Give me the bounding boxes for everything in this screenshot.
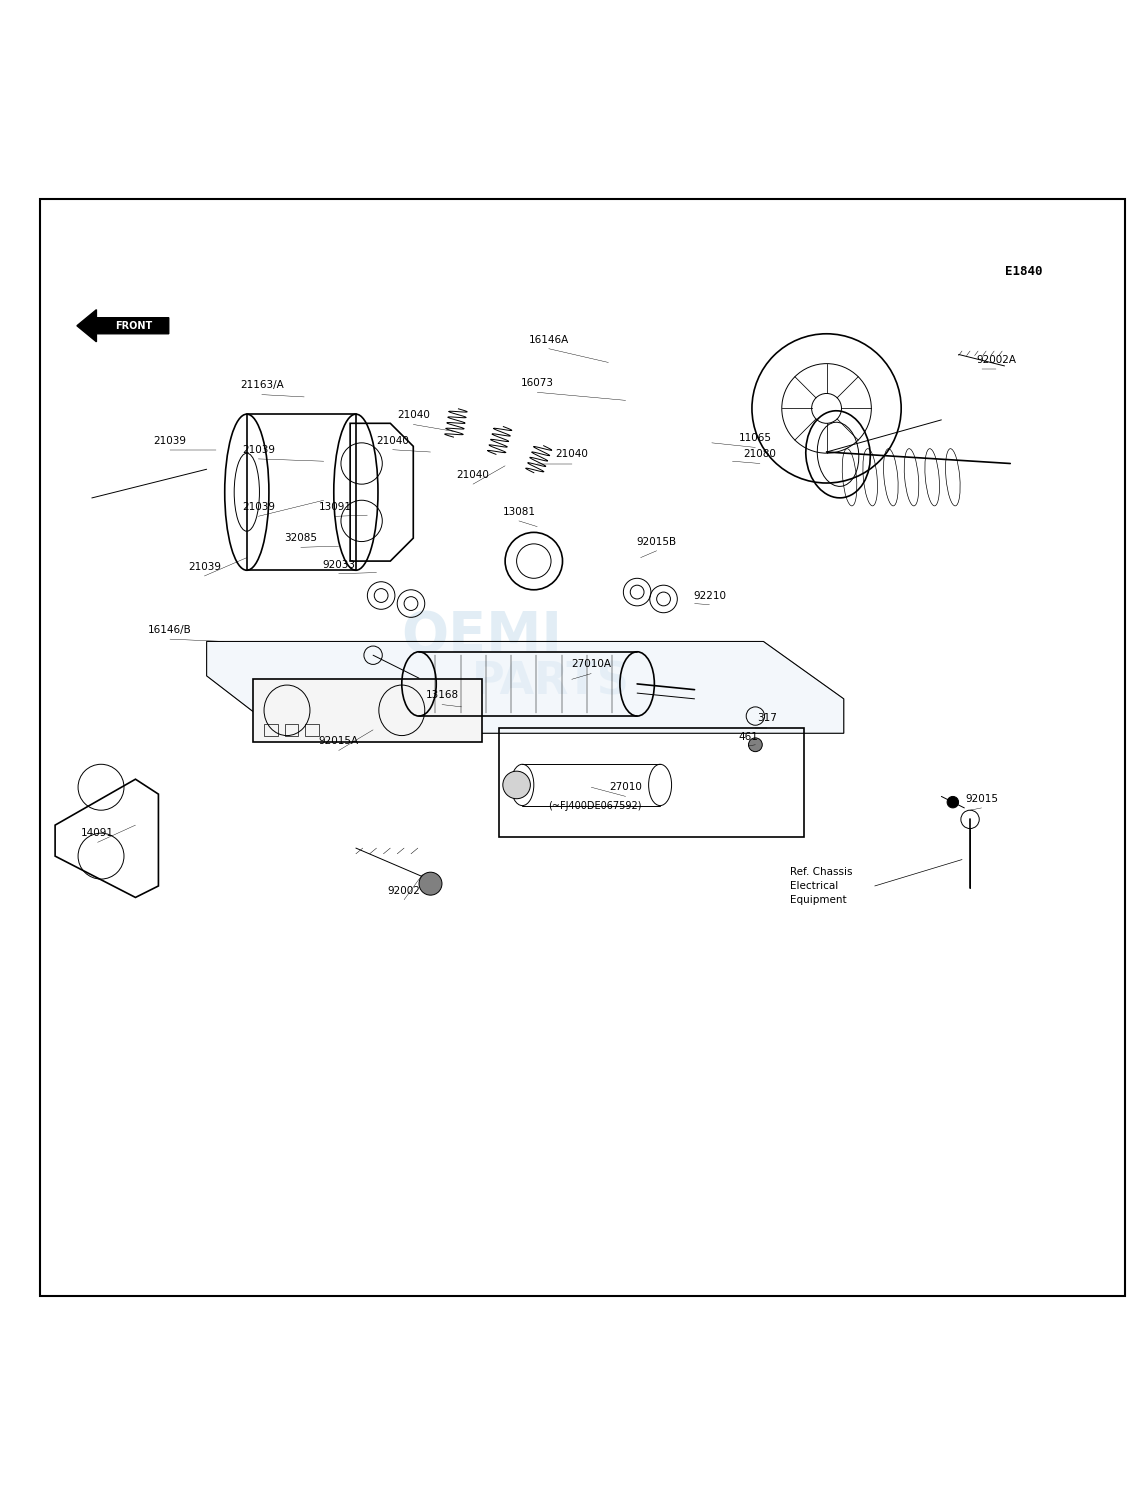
Ellipse shape — [419, 872, 442, 895]
Text: OEMI: OEMI — [402, 609, 563, 663]
Ellipse shape — [748, 738, 762, 752]
Text: 21040: 21040 — [377, 435, 409, 446]
Text: 27010A: 27010A — [572, 659, 611, 669]
Text: 16146A: 16146A — [528, 335, 569, 345]
Text: PARTS: PARTS — [472, 660, 630, 702]
Bar — [499, 728, 804, 836]
Text: 32085: 32085 — [285, 533, 317, 543]
Text: 92015B: 92015B — [637, 536, 676, 546]
Text: E1840: E1840 — [1004, 266, 1042, 278]
Text: 92210: 92210 — [693, 590, 726, 600]
Text: 21039: 21039 — [154, 435, 186, 446]
Text: 16073: 16073 — [521, 378, 553, 389]
Text: 92015: 92015 — [965, 794, 998, 803]
Text: 21040: 21040 — [556, 449, 588, 459]
Text: 11065: 11065 — [739, 434, 771, 443]
Text: 317: 317 — [757, 713, 777, 723]
Text: (~FJ400DE067592): (~FJ400DE067592) — [548, 800, 642, 811]
Ellipse shape — [812, 393, 841, 423]
Text: 21039: 21039 — [242, 503, 274, 512]
Text: 92033: 92033 — [323, 560, 355, 569]
Text: 13168: 13168 — [426, 690, 458, 701]
Ellipse shape — [503, 772, 530, 799]
Polygon shape — [77, 309, 169, 342]
Bar — [285, 723, 298, 735]
Text: 13091: 13091 — [319, 503, 351, 512]
Text: 14091: 14091 — [82, 829, 114, 838]
Text: 92015A: 92015A — [319, 737, 358, 746]
Text: 21039: 21039 — [242, 444, 274, 455]
Ellipse shape — [947, 797, 959, 808]
Text: 13081: 13081 — [503, 507, 535, 516]
Text: 21039: 21039 — [188, 561, 220, 572]
Text: 21080: 21080 — [744, 449, 776, 459]
Text: Ref. Chassis
Electrical
Equipment: Ref. Chassis Electrical Equipment — [790, 868, 852, 905]
Text: 21040: 21040 — [457, 470, 489, 480]
Text: 461: 461 — [738, 731, 759, 741]
Text: 27010: 27010 — [610, 782, 642, 793]
Text: FRONT: FRONT — [115, 321, 152, 330]
Text: 21040: 21040 — [397, 410, 429, 420]
Bar — [264, 723, 278, 735]
Text: 92002: 92002 — [388, 886, 420, 896]
Bar — [253, 678, 482, 741]
Text: 16146/B: 16146/B — [148, 624, 192, 635]
Text: 92002A: 92002A — [977, 356, 1016, 365]
Bar — [247, 414, 356, 570]
Polygon shape — [207, 641, 844, 734]
Bar — [305, 723, 319, 735]
Text: 21163/A: 21163/A — [240, 380, 284, 390]
